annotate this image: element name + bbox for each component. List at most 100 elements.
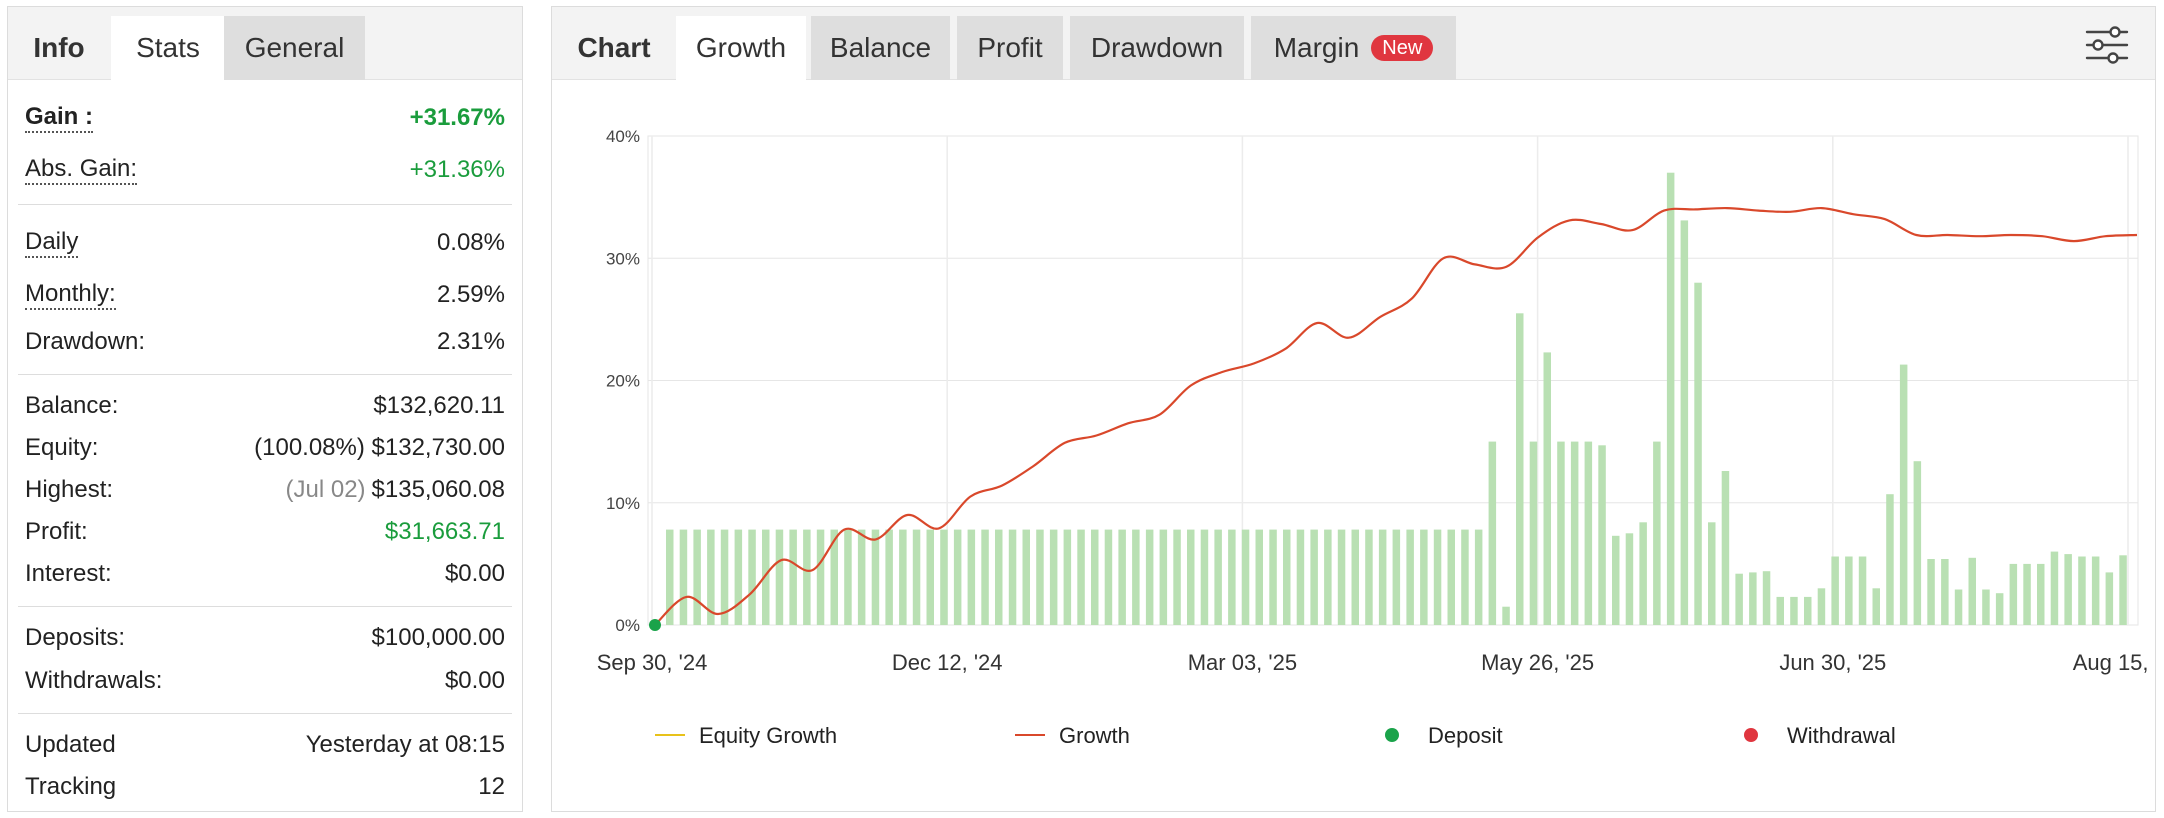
equity-value: $132,730.00 <box>371 434 505 461</box>
drawdown-label: Drawdown: <box>25 328 146 355</box>
gain-label[interactable]: Gain : <box>25 103 94 133</box>
y-tick-label: 10% <box>606 494 640 513</box>
daily-label[interactable]: Daily <box>25 228 79 258</box>
bar <box>679 529 688 625</box>
tab-info[interactable]: Info <box>33 32 85 63</box>
legend-growth[interactable]: Growth <box>1015 723 1130 748</box>
tracking-row: Tracking 12 <box>25 773 505 801</box>
tab-profit[interactable]: Profit <box>957 16 1063 80</box>
balance-label: Balance: <box>25 392 119 419</box>
bar <box>995 529 1003 625</box>
tab-chart[interactable]: Chart <box>577 32 651 63</box>
sliders-icon[interactable] <box>2085 25 2129 65</box>
highest-value: $135,060.08 <box>371 476 505 503</box>
bar <box>1173 529 1181 625</box>
bar <box>1200 529 1209 625</box>
bar <box>2078 556 2086 625</box>
bar <box>1392 529 1401 625</box>
x-tick-label: Jun 30, '25 <box>1779 650 1886 675</box>
bar <box>1283 529 1291 625</box>
profit-value: $31,663.71 <box>384 518 505 545</box>
legend-equity-growth[interactable]: Equity Growth <box>655 723 837 748</box>
legend-deposit-swatch <box>1385 728 1399 742</box>
lines-layer <box>649 206 2138 631</box>
interest-row: Interest: $0.00 <box>25 560 505 588</box>
bar <box>830 529 838 625</box>
bar <box>734 529 743 625</box>
legend-deposit[interactable]: Deposit <box>1385 723 1503 748</box>
bar <box>1982 589 1990 625</box>
tab-margin[interactable]: Margin New <box>1251 16 1456 80</box>
daily-value: 0.08% <box>436 229 505 256</box>
deposit-point <box>649 619 661 631</box>
chart-tabbar: Chart Growth Balance Profit Drawdown Mar… <box>552 7 2155 80</box>
bar <box>912 529 921 625</box>
bar <box>2105 572 2114 625</box>
bar <box>1817 588 1826 625</box>
legend-deposit-label: Deposit <box>1428 723 1503 748</box>
bar <box>1954 589 1963 625</box>
bar <box>1612 535 1620 625</box>
bar <box>1296 529 1305 625</box>
bar <box>1941 559 1949 625</box>
bar <box>1666 172 1675 625</box>
monthly-row: Monthly: 2.59% <box>25 280 505 310</box>
bar <box>1187 529 1195 625</box>
deposits-row: Deposits: $100,000.00 <box>25 624 505 652</box>
tab-balance[interactable]: Balance <box>811 16 950 80</box>
monthly-label[interactable]: Monthly: <box>25 280 116 310</box>
bar <box>1406 529 1414 625</box>
bar <box>1420 529 1428 625</box>
bar <box>1118 529 1126 625</box>
balance-row: Balance: $132,620.11 <box>25 392 505 420</box>
balance-value: $132,620.11 <box>373 392 505 419</box>
legend-withdrawal[interactable]: Withdrawal <box>1744 723 1896 748</box>
tab-general[interactable]: General <box>224 16 365 80</box>
chart-legend: Equity Growth Growth Deposit Withdrawal <box>655 723 1896 748</box>
y-tick-label: 0% <box>615 616 640 635</box>
bar <box>2009 563 2018 625</box>
y-tick-label: 40% <box>606 127 640 146</box>
bar <box>1433 529 1442 625</box>
chart-panel: Chart Growth Balance Profit Drawdown Mar… <box>551 6 2156 812</box>
divider <box>18 713 512 714</box>
bar <box>1790 596 1798 625</box>
stats-panel: Info Stats General Gain : +31.67% Abs. G… <box>7 6 523 812</box>
tab-drawdown[interactable]: Drawdown <box>1070 16 1244 80</box>
bar <box>1598 445 1606 625</box>
withdrawals-row: Withdrawals: $0.00 <box>25 667 505 695</box>
bar <box>1557 441 1565 625</box>
bar <box>1899 364 1908 625</box>
profit-row: Profit: $31,663.71 <box>25 518 505 546</box>
equity-percent: (100.08%) <box>254 434 365 461</box>
bar <box>871 529 880 625</box>
legend-withdrawal-swatch <box>1744 728 1758 742</box>
tracking-value: 12 <box>478 773 505 800</box>
tab-growth[interactable]: Growth <box>676 16 806 80</box>
bar <box>1378 529 1387 625</box>
tab-stats[interactable]: Stats <box>111 16 225 80</box>
y-axis-ticks: 0% 10% 20% 30% 40% <box>606 127 640 635</box>
bar <box>1968 557 1976 625</box>
tracking-label: Tracking <box>25 773 117 800</box>
bar <box>1269 529 1277 625</box>
bar <box>1310 529 1318 625</box>
bar <box>1529 441 1538 625</box>
bar <box>1694 282 1702 625</box>
abs-gain-label[interactable]: Abs. Gain: <box>25 155 138 185</box>
interest-value: $0.00 <box>444 560 505 587</box>
bar <box>1488 441 1497 625</box>
equity-value-group: (100.08%) $132,730.00 <box>254 434 505 462</box>
bar <box>775 529 784 625</box>
bar <box>1063 529 1072 625</box>
x-tick-label: Mar 03, '25 <box>1188 650 1297 675</box>
y-tick-label: 20% <box>606 372 640 391</box>
bar <box>1872 588 1880 625</box>
bar <box>693 529 701 625</box>
bar <box>1858 556 1867 625</box>
bar <box>1255 529 1263 625</box>
bar <box>1036 529 1044 625</box>
highest-value-group: (Jul 02) $135,060.08 <box>286 476 506 504</box>
bar <box>885 529 893 625</box>
bar <box>666 529 674 625</box>
